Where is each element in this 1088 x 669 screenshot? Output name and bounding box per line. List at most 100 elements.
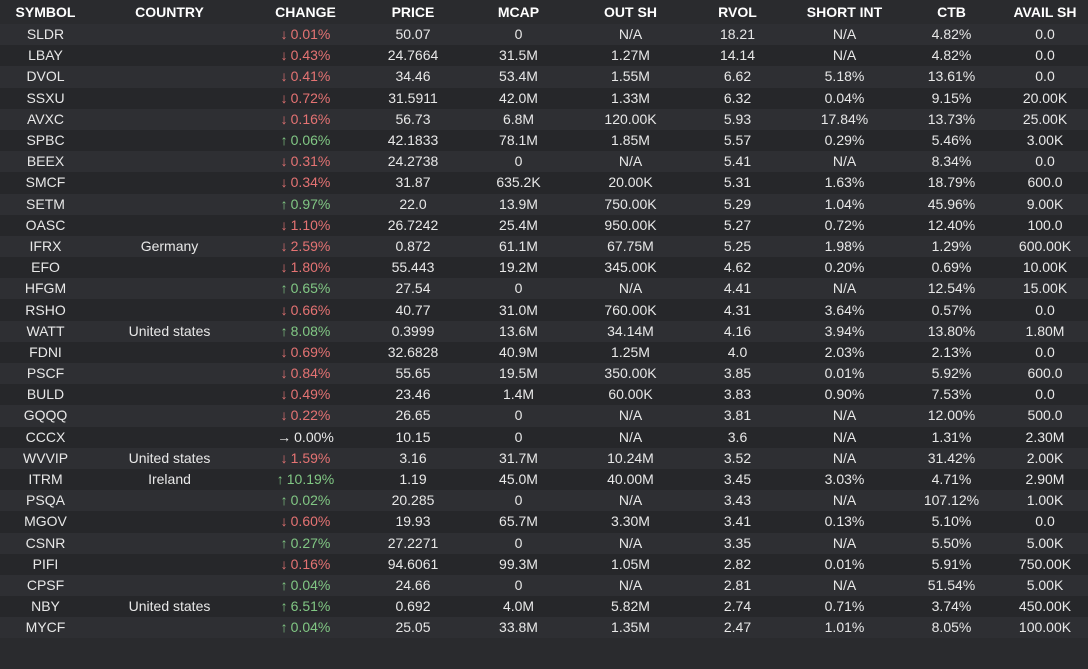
table-row[interactable]: SMCF ↓ 0.34% 31.87 635.2K 20.00K 5.31 1.63% 18.7… [0, 172, 1088, 194]
cell-avail-sh: 500.0 [1002, 405, 1088, 427]
table-row[interactable]: IFRX Germany ↓ 2.59% 0.872 61.1M 67.75M 5.25 1.9… [0, 235, 1088, 258]
cell-rvol: 2.74 [687, 596, 788, 618]
table-row[interactable]: ITRM Ireland ↑ 10.19% 1.19 45.0M 40.00M 3.45 3.0… [0, 468, 1088, 491]
cell-out-sh: N/A [574, 532, 687, 554]
change-value: 0.72% [290, 89, 331, 106]
cell-symbol: OASC [0, 214, 91, 236]
cell-country [91, 490, 248, 512]
cell-symbol: SMCF [0, 172, 91, 194]
cell-avail-sh: 15.00K [1002, 278, 1088, 300]
table-row[interactable]: SPBC ↑ 0.06% 42.1833 78.1M 1.85M 5.57 0.29% 5.46… [0, 129, 1088, 152]
cell-short-int: N/A [788, 426, 901, 448]
cell-price: 0.692 [363, 596, 463, 618]
cell-mcap: 45.0M [463, 468, 574, 491]
column-header-rvol[interactable]: RVOL [718, 4, 757, 20]
table-row[interactable]: MYCF ↑ 0.04% 25.05 33.8M 1.35M 2.47 1.01% 8.05% 1… [0, 617, 1088, 639]
change-value: 1.59% [290, 449, 331, 466]
cell-ctb: 8.05% [901, 617, 1002, 639]
cell-avail-sh: 9.00K [1002, 193, 1088, 215]
change-value: 0.43% [290, 47, 331, 64]
cell-change: → 0.00% [248, 426, 363, 448]
cell-country: Ireland [91, 468, 248, 491]
change-value: 0.41% [290, 68, 331, 85]
table-row[interactable]: AVXC ↓ 0.16% 56.73 6.8M 120.00K 5.93 17.84% 13.7… [0, 108, 1088, 130]
cell-mcap: 0 [463, 426, 574, 448]
table-row[interactable]: WVVIP United states ↓ 1.59% 3.16 31.7M 10.24M 3… [0, 447, 1088, 469]
cell-avail-sh: 2.30M [1002, 426, 1088, 448]
table-row[interactable]: GQQQ ↓ 0.22% 26.65 0 N/A 3.81 N/A 12.00% 500.0 [0, 405, 1088, 427]
table-row[interactable]: SETM ↑ 0.97% 22.0 13.9M 750.00K 5.29 1.04% 45.96… [0, 193, 1088, 215]
change-value: 0.16% [290, 555, 331, 572]
cell-symbol: AVXC [0, 108, 91, 130]
cell-out-sh: 60.00K [574, 384, 687, 406]
cell-change: ↓ 0.43% [248, 45, 363, 67]
cell-country [91, 511, 248, 533]
cell-price: 22.0 [363, 193, 463, 215]
column-header-symbol[interactable]: SYMBOL [15, 4, 76, 20]
table-row[interactable]: LBAY ↓ 0.43% 24.7664 31.5M 1.27M 14.14 N/A 4.82%… [0, 45, 1088, 67]
column-header-mcap[interactable]: MCAP [497, 4, 540, 20]
cell-mcap: 33.8M [463, 617, 574, 639]
table-row[interactable]: NBY United states ↑ 6.51% 0.692 4.0M 5.82M 2.74… [0, 596, 1088, 618]
table-row[interactable]: BEEX ↓ 0.31% 24.2738 0 N/A 5.41 N/A 8.34% 0.0 [0, 151, 1088, 173]
table-row[interactable]: HFGM ↑ 0.65% 27.54 0 N/A 4.41 N/A 12.54% 15.00K [0, 278, 1088, 300]
table-row[interactable]: RSHO ↓ 0.66% 40.77 31.0M 760.00K 4.31 3.64% 0.57… [0, 299, 1088, 321]
cell-change: ↓ 0.34% [248, 172, 363, 194]
table-row[interactable]: EFO ↓ 1.80% 55.443 19.2M 345.00K 4.62 0.20% 0.69… [0, 257, 1088, 279]
cell-out-sh: N/A [574, 426, 687, 448]
change-value: 0.06% [290, 132, 331, 149]
change-arrow-icon: ↓ [280, 365, 288, 382]
cell-change: ↑ 0.04% [248, 574, 363, 597]
table-row[interactable]: DVOL ↓ 0.41% 34.46 53.4M 1.55M 6.62 5.18% 13.61%… [0, 66, 1088, 88]
cell-symbol: WATT [0, 320, 91, 342]
table-row[interactable]: WATT United states ↑ 8.08% 0.3999 13.6M 34.14M… [0, 320, 1088, 342]
change-arrow-icon: ↓ [280, 216, 288, 233]
cell-price: 1.19 [363, 468, 463, 491]
column-header-ctb[interactable]: CTB [937, 4, 966, 20]
cell-country: United states [91, 596, 248, 618]
cell-short-int: 0.20% [788, 257, 901, 279]
table-row[interactable]: FDNI ↓ 0.69% 32.6828 40.9M 1.25M 4.0 2.03% 2.13%… [0, 341, 1088, 363]
change-value: 0.49% [290, 386, 331, 403]
table-row[interactable]: CPSF ↑ 0.04% 24.66 0 N/A 2.81 N/A 51.54% 5.00K [0, 574, 1088, 597]
cell-ctb: 5.50% [901, 532, 1002, 554]
cell-out-sh: 750.00K [574, 193, 687, 215]
cell-ctb: 18.79% [901, 172, 1002, 194]
table-row[interactable]: SSXU ↓ 0.72% 31.5911 42.0M 1.33M 6.32 0.04% 9.15… [0, 87, 1088, 109]
cell-out-sh: 1.27M [574, 45, 687, 67]
column-header-change[interactable]: CHANGE [275, 4, 336, 20]
change-value: 2.59% [290, 237, 331, 254]
cell-rvol: 6.32 [687, 87, 788, 109]
cell-change: ↓ 0.16% [248, 553, 363, 575]
cell-mcap: 6.8M [463, 108, 574, 130]
table-row[interactable]: PSQA ↑ 0.02% 20.285 0 N/A 3.43 N/A 107.12% 1.00K [0, 490, 1088, 512]
table-row[interactable]: CCCX → 0.00% 10.15 0 N/A 3.6 N/A 1.31% 2.30M [0, 426, 1088, 448]
change-value: 0.02% [290, 492, 331, 509]
table-row[interactable]: PSCF ↓ 0.84% 55.65 19.5M 350.00K 3.85 0.01% 5.92… [0, 363, 1088, 385]
cell-short-int: 3.94% [788, 320, 901, 342]
cell-mcap: 0 [463, 24, 574, 46]
table-row[interactable]: PIFI ↓ 0.16% 94.6061 99.3M 1.05M 2.82 0.01% 5.91… [0, 553, 1088, 575]
change-arrow-icon: ↑ [276, 471, 284, 488]
cell-price: 56.73 [363, 108, 463, 130]
table-row[interactable]: CSNR ↑ 0.27% 27.2271 0 N/A 3.35 N/A 5.50% 5.00K [0, 532, 1088, 554]
cell-change: ↑ 0.02% [248, 490, 363, 512]
cell-symbol: EFO [0, 257, 91, 279]
column-header-country[interactable]: COUNTRY [135, 4, 204, 20]
change-arrow-icon: ↑ [280, 492, 288, 509]
cell-symbol: CSNR [0, 532, 91, 554]
table-row[interactable]: OASC ↓ 1.10% 26.7242 25.4M 950.00K 5.27 0.72% 12… [0, 214, 1088, 236]
cell-price: 55.443 [363, 257, 463, 279]
table-row[interactable]: SLDR ↓ 0.01% 50.07 0 N/A 18.21 N/A 4.82% 0.0 [0, 24, 1088, 46]
change-value: 8.08% [290, 322, 331, 339]
table-row[interactable]: MGOV ↓ 0.60% 19.93 65.7M 3.30M 3.41 0.13% 5.10% 0… [0, 511, 1088, 533]
cell-symbol: MGOV [0, 511, 91, 533]
column-header-avail-sh[interactable]: AVAIL SH [1013, 4, 1077, 20]
cell-mcap: 0 [463, 574, 574, 597]
column-header-price[interactable]: PRICE [391, 4, 435, 20]
column-header-short-int[interactable]: SHORT INT [806, 4, 883, 20]
table-row[interactable]: BULD ↓ 0.49% 23.46 1.4M 60.00K 3.83 0.90% 7.53% 0… [0, 384, 1088, 406]
column-header-out-sh[interactable]: OUT SH [604, 4, 657, 20]
cell-ctb: 31.42% [901, 447, 1002, 469]
change-value: 0.97% [290, 195, 331, 212]
